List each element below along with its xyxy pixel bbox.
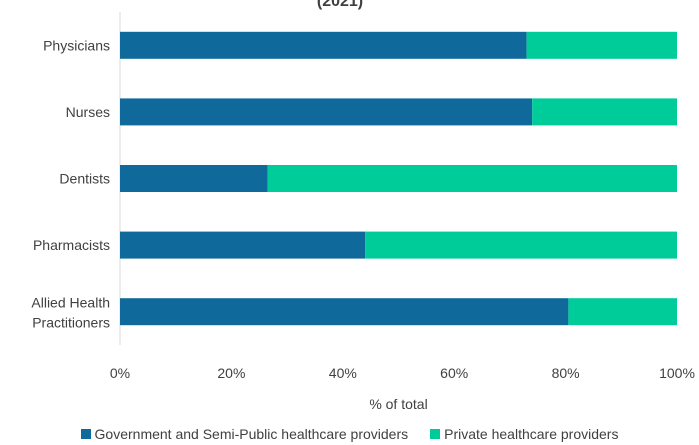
x-tick-label: 80% [552, 365, 580, 381]
bar-pharmacists-private [365, 231, 677, 259]
bar-pharmacists-government [120, 231, 366, 259]
x-tick-label: 0% [110, 365, 130, 381]
bar-dentists-private [267, 165, 677, 192]
legend-swatch-government [80, 429, 91, 439]
category-label: Physicians [43, 37, 110, 53]
bar-nurses-government [120, 98, 533, 126]
category-labels: Physicians Nurses Dentists Pharmacists Allie… [31, 37, 110, 330]
bar-allied-health-practitioners-private [568, 298, 677, 326]
bar-dentists-government [120, 165, 268, 192]
category-label: Nurses [66, 104, 110, 120]
x-tick-label: 100% [659, 365, 695, 381]
x-tick-label: 60% [440, 365, 468, 381]
legend-label-private: Private healthcare providers [444, 426, 619, 442]
legend-label-government: Government and Semi-Public healthcare pr… [94, 426, 409, 442]
legend: Government and Semi-Public healthcare pr… [0, 424, 699, 444]
x-axis-title: % of total [369, 396, 427, 412]
x-tick-labels: 0% 20% 40% 60% 80% 100% [110, 365, 695, 381]
bar-physicians-government [120, 31, 527, 59]
x-tick-label: 40% [329, 365, 357, 381]
x-tick-label: 20% [217, 365, 245, 381]
category-label: Pharmacists [33, 237, 110, 253]
chart-title-fragment: (2021) [317, 0, 363, 10]
legend-swatch-private [430, 429, 441, 439]
bar-nurses-private [532, 98, 677, 126]
legend-item-private: Private healthcare providers [430, 426, 618, 442]
legend-item-government: Government and Semi-Public healthcare pr… [80, 426, 409, 442]
category-label: Dentists [59, 171, 110, 187]
category-label: Allied Health Practitioners [31, 295, 110, 331]
bar-physicians-private [526, 31, 677, 59]
bars-group [120, 31, 677, 326]
bar-allied-health-practitioners-government [120, 298, 569, 326]
